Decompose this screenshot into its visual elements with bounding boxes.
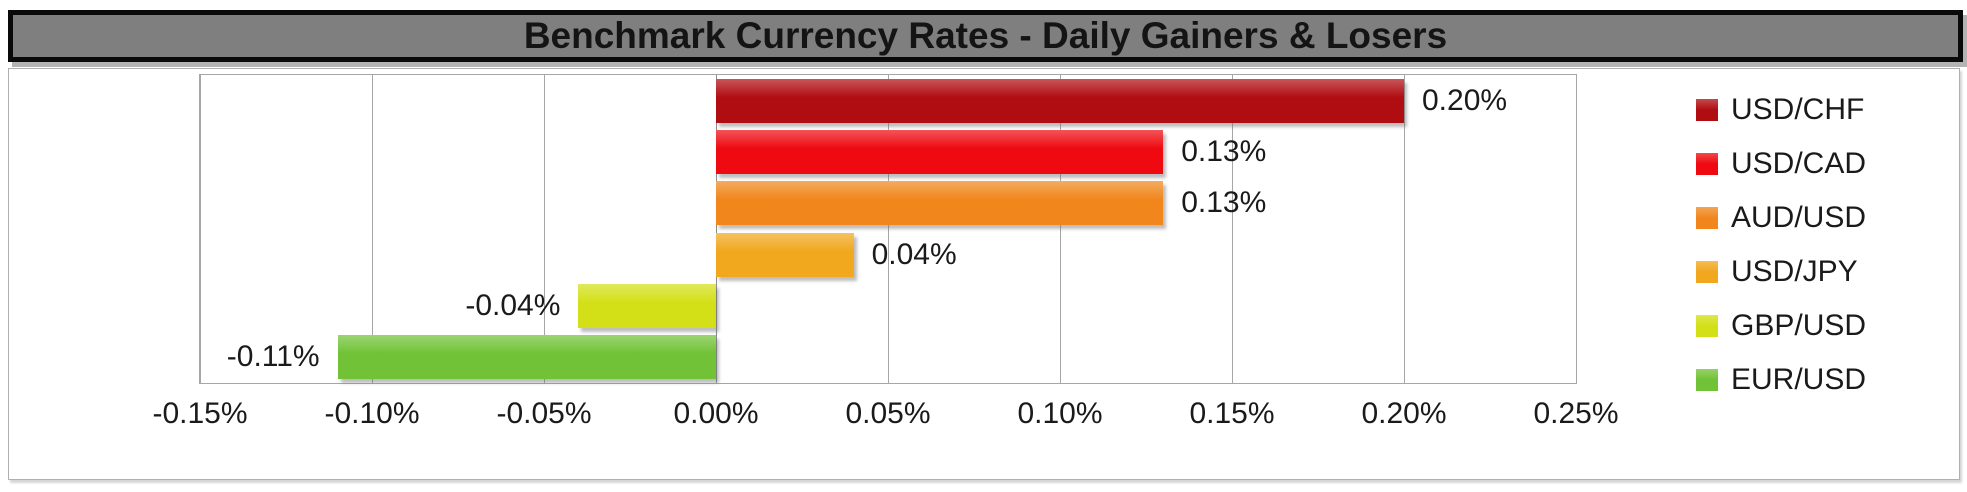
legend-item-usd-cad[interactable]: USD/CAD <box>1696 137 1866 191</box>
legend-item-gbp-usd[interactable]: GBP/USD <box>1696 299 1866 353</box>
chart-area: -0.15% -0.10% -0.05% 0.00% 0.05% 0.10% 0.15% 0.… <box>8 68 1960 480</box>
legend-label: EUR/USD <box>1731 363 1867 396</box>
x-axis-tick-label: -0.05% <box>496 397 592 430</box>
x-axis-tick-label: -0.10% <box>324 397 420 430</box>
legend-swatch-icon <box>1696 261 1718 283</box>
x-axis-tick-label: 0.15% <box>1189 397 1275 430</box>
legend-swatch-icon <box>1696 369 1718 391</box>
gridline <box>1576 75 1577 383</box>
bar-gbp-usd[interactable] <box>578 284 716 328</box>
gridline <box>1404 75 1405 383</box>
legend-item-eur-usd[interactable]: EUR/USD <box>1696 353 1866 407</box>
legend-label: USD/CAD <box>1731 147 1867 180</box>
gridline <box>544 75 545 383</box>
chart-title-bar: Benchmark Currency Rates - Daily Gainers… <box>8 10 1963 62</box>
gridline <box>1232 75 1233 383</box>
chart-title: Benchmark Currency Rates - Daily Gainers… <box>523 15 1448 56</box>
bar-value-label: -0.04% <box>465 289 561 322</box>
bar-value-label: 0.04% <box>871 237 957 271</box>
legend-swatch-icon <box>1696 153 1718 175</box>
x-axis-tick-label: -0.15% <box>152 397 248 430</box>
bar-usd-chf[interactable] <box>716 78 1404 123</box>
bar-value-label: 0.20% <box>1422 83 1508 117</box>
x-axis-tick-label: 0.10% <box>1017 397 1103 430</box>
legend-item-usd-jpy[interactable]: USD/JPY <box>1696 245 1866 299</box>
bar-value-label: -0.11% <box>226 340 320 374</box>
x-axis-tick-label: 0.25% <box>1533 397 1619 430</box>
zero-axis-line <box>716 75 717 383</box>
legend-label: GBP/USD <box>1731 309 1867 342</box>
legend: USD/CHF USD/CAD AUD/USD USD/JPY GBP/USD EUR/U… <box>1696 83 1866 407</box>
legend-swatch-icon <box>1696 207 1718 229</box>
bar-value-label: 0.13% <box>1181 135 1267 168</box>
gridline <box>200 75 201 383</box>
x-axis-tick-label: 0.20% <box>1361 397 1447 430</box>
legend-swatch-icon <box>1696 315 1718 337</box>
x-axis-tick-label: 0.05% <box>845 397 931 430</box>
gridline <box>372 75 373 383</box>
bar-eur-usd[interactable] <box>337 335 716 380</box>
plot-area <box>199 74 1577 384</box>
legend-item-usd-chf[interactable]: USD/CHF <box>1696 83 1866 137</box>
bar-aud-usd[interactable] <box>716 181 1164 226</box>
legend-label: USD/JPY <box>1731 255 1858 288</box>
gridline <box>1060 75 1061 383</box>
bar-usd-cad[interactable] <box>716 130 1164 174</box>
gridline <box>888 75 889 383</box>
legend-label: AUD/USD <box>1731 201 1867 234</box>
bar-value-label: 0.13% <box>1181 186 1267 220</box>
x-axis-tick-label: 0.00% <box>673 397 759 430</box>
legend-swatch-icon <box>1696 99 1718 121</box>
legend-label: USD/CHF <box>1731 93 1865 126</box>
bar-usd-jpy[interactable] <box>716 232 854 277</box>
legend-item-aud-usd[interactable]: AUD/USD <box>1696 191 1866 245</box>
